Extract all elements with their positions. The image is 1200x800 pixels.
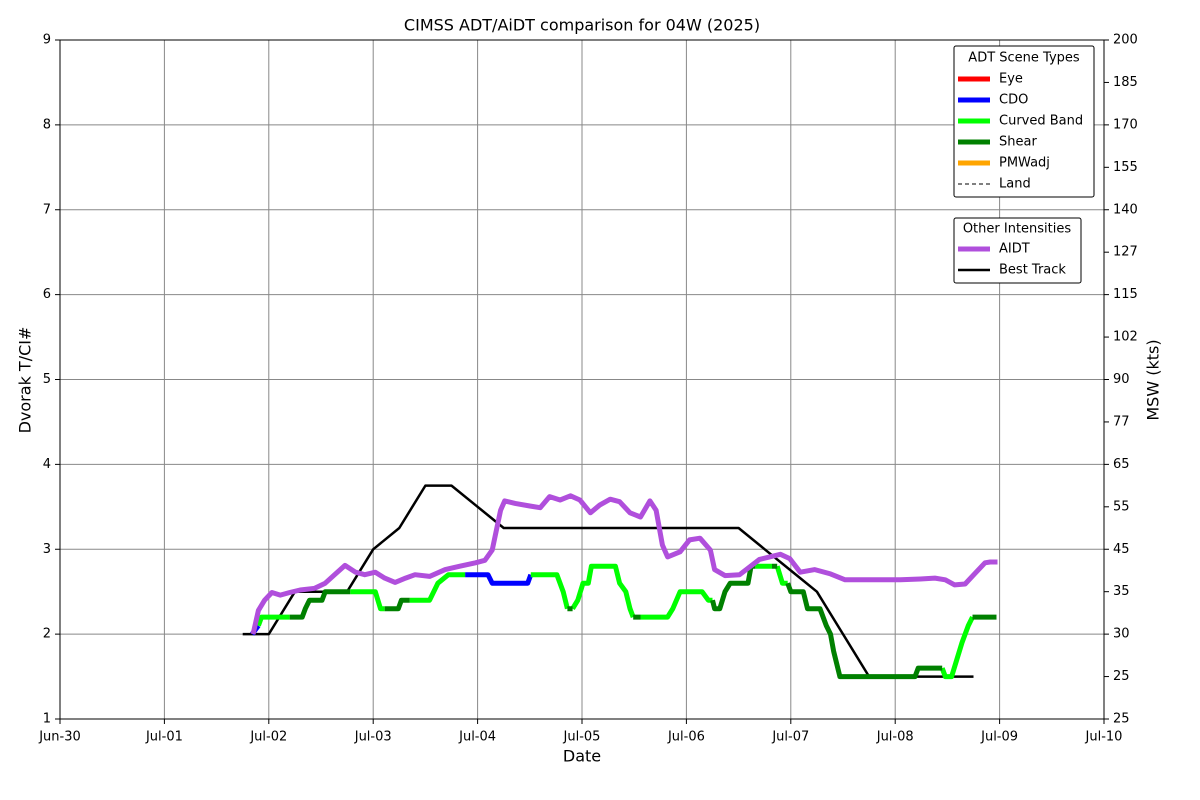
y2-tick-label: 25	[1113, 669, 1130, 684]
y-tick-label: 6	[43, 287, 51, 302]
x-tick-label: Jul-04	[458, 730, 496, 745]
axes: Jun-30 Jul-01 Jul-02 Jul-03 Jul-04 Jul-05 Jul-…	[38, 33, 1138, 745]
y-tick-label: 8	[43, 117, 51, 132]
legend-label: Curved Band	[999, 114, 1083, 129]
legend-label: PMWadj	[999, 156, 1050, 171]
y2-axis-label: MSW (kts)	[1144, 339, 1163, 420]
y2-tick-label: 55	[1113, 499, 1130, 514]
legend-title: Other Intensities	[963, 222, 1072, 237]
series-line	[289, 563, 997, 680]
series-line	[242, 484, 974, 678]
x-tick-label: Jul-10	[1085, 730, 1123, 745]
x-tick-label: Jul-08	[876, 730, 914, 745]
x-tick-label: Jul-01	[145, 730, 183, 745]
series-line	[256, 563, 975, 680]
y-tick-label: 3	[43, 542, 51, 557]
legend-label: Best Track	[999, 263, 1066, 278]
y-tick-label: 7	[43, 202, 51, 217]
y2-tick-label: 77	[1113, 414, 1130, 429]
y2-tick-label: 127	[1113, 245, 1138, 260]
legend-box	[953, 217, 1082, 284]
y-tick-label: 9	[43, 33, 51, 48]
series-line	[250, 493, 998, 635]
y2-tick-label: 45	[1113, 542, 1130, 557]
legend-label: Shear	[999, 135, 1037, 150]
y-tick-label: 5	[43, 372, 51, 387]
y-tick-label: 1	[43, 712, 51, 727]
y2-tick-label: 35	[1113, 584, 1130, 599]
y-axis-label: Dvorak T/CI#	[16, 327, 35, 434]
legend-label: Eye	[999, 72, 1023, 87]
x-tick-label: Jul-05	[563, 730, 601, 745]
legend-label: CDO	[999, 93, 1028, 108]
legend-label: Land	[999, 177, 1031, 192]
x-axis-label: Date	[563, 747, 601, 766]
y-tick-label: 2	[43, 627, 51, 642]
legend-label: AIDT	[999, 242, 1030, 257]
y2-tick-label: 102	[1113, 330, 1138, 345]
legend: ADT Scene Types Other Intensities Eye CDO…	[953, 45, 1095, 284]
y2-tick-label: 200	[1113, 33, 1138, 48]
y2-tick-label: 90	[1113, 372, 1130, 387]
legend-title: ADT Scene Types	[968, 51, 1080, 66]
x-tick-label: Jun-30	[38, 730, 81, 745]
legend-box	[953, 45, 1095, 198]
x-tick-label: Jul-03	[354, 730, 392, 745]
y2-tick-label: 170	[1113, 117, 1138, 132]
chart-title: CIMSS ADT/AiDT comparison for 04W (2025)	[404, 16, 760, 35]
x-tick-label: Jul-07	[771, 730, 809, 745]
plot-area	[242, 484, 998, 680]
y2-tick-label: 140	[1113, 202, 1138, 217]
y2-tick-label: 155	[1113, 160, 1138, 175]
y-tick-label: 4	[43, 457, 51, 472]
y2-tick-label: 65	[1113, 457, 1130, 472]
y2-tick-label: 115	[1113, 287, 1138, 302]
y2-tick-label: 30	[1113, 627, 1130, 642]
x-tick-label: Jul-02	[249, 730, 287, 745]
y2-tick-label: 25	[1113, 712, 1130, 727]
y2-tick-label: 185	[1113, 75, 1138, 90]
x-tick-label: Jul-06	[667, 730, 705, 745]
x-tick-label: Jul-09	[980, 730, 1018, 745]
